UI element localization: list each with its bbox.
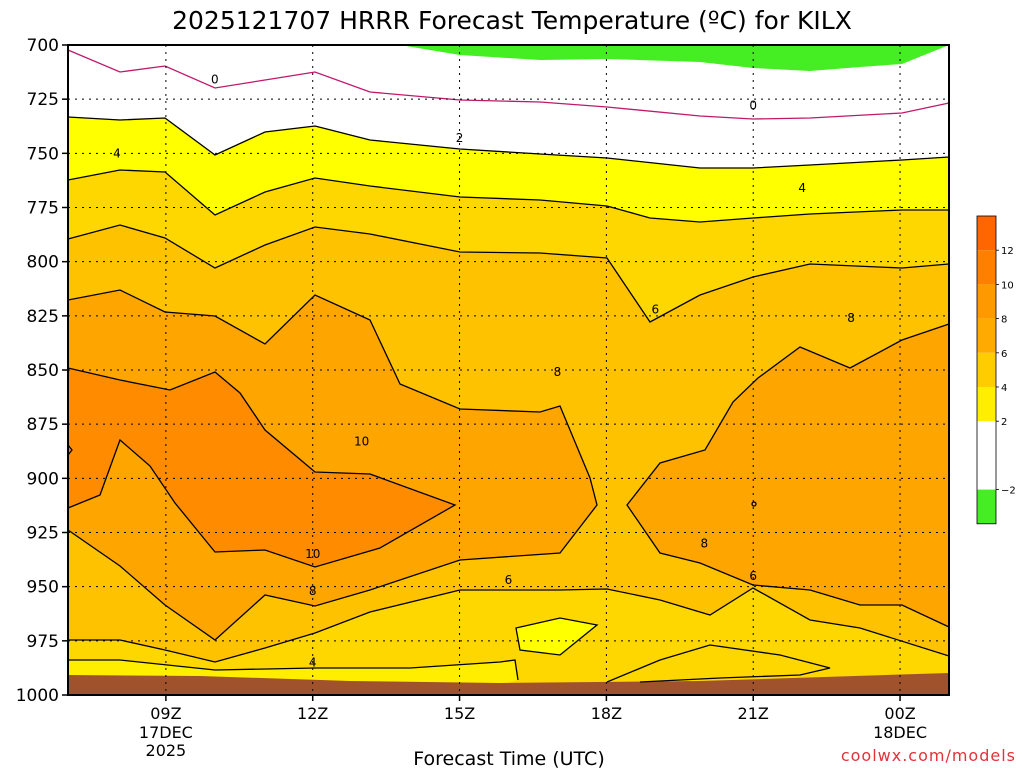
contour-8-small-loop xyxy=(751,501,757,507)
colorbar-bin xyxy=(977,352,996,387)
x-tick-label: 00Z xyxy=(884,704,915,723)
y-tick-label: 950 xyxy=(27,578,59,598)
x-tick-sublabel: 18DEC xyxy=(873,723,927,742)
contour-label: 4 xyxy=(113,146,121,160)
contour-6-pocket xyxy=(515,617,599,656)
contour-10 xyxy=(67,367,457,568)
colorbar-bin xyxy=(977,455,996,490)
colorbar-frame xyxy=(976,215,997,525)
ground-terrain xyxy=(68,673,949,695)
y-tick-label: 750 xyxy=(27,144,59,164)
colorbar-tick-label: 2 xyxy=(1001,417,1007,428)
x-axis-label: Forecast Time (UTC) xyxy=(413,748,604,768)
contour-2 xyxy=(67,116,950,169)
colorbar-bin xyxy=(977,216,996,251)
x-tick-label: 09Z xyxy=(150,704,181,723)
contour-label: 8 xyxy=(700,536,708,550)
contour-8-left xyxy=(67,289,598,641)
colorbar-bin xyxy=(977,387,996,422)
contour-label: 2 xyxy=(456,131,464,145)
contour-label: 6 xyxy=(652,302,660,316)
colorbar-tick-label: 6 xyxy=(1001,349,1007,360)
y-tick-label: 875 xyxy=(27,415,59,435)
colorbar-bin xyxy=(977,421,996,456)
freezing-contour-upper xyxy=(67,49,950,120)
contour-6-upper xyxy=(67,224,950,323)
x-tick-sublabel: 17DEC xyxy=(139,723,193,742)
contour-10-edge xyxy=(67,444,73,456)
y-tick-label: 825 xyxy=(27,307,59,327)
y-tick-label: 925 xyxy=(27,524,59,544)
contour-label: 6 xyxy=(505,573,513,587)
contour-lines xyxy=(67,49,950,683)
x-tick-sublabel: 2025 xyxy=(146,741,187,760)
contour-label: 4 xyxy=(309,656,317,670)
colorbar: 12 10 8 6 4 2 −2 xyxy=(976,215,1016,525)
y-tick-label: 975 xyxy=(27,632,59,652)
y-tick-label: 800 xyxy=(27,253,59,273)
colorbar-tick-label: 10 xyxy=(1001,280,1014,291)
colorbar-bin xyxy=(977,318,996,353)
y-tick-label: 850 xyxy=(27,361,59,381)
plot-area: 0 0 2 4 4 6 8 8 10 10 8 6 8 6 4 xyxy=(67,44,950,696)
contour-8-right xyxy=(626,323,950,628)
y-tick-label: 725 xyxy=(27,90,59,110)
contour-label: 0 xyxy=(211,73,219,87)
contour-4-upper xyxy=(67,169,949,223)
y-axis: 700 725 750 775 800 825 850 875 900 925 950 975 1000 xyxy=(16,36,68,706)
contour-4-lower xyxy=(68,659,519,681)
x-tick-label: 12Z xyxy=(297,704,328,723)
contour-label: 8 xyxy=(847,311,855,325)
contour-label: 8 xyxy=(309,584,317,598)
band-8-to-10-right xyxy=(627,324,949,627)
contour-label: 8 xyxy=(554,365,562,379)
colorbar-bin xyxy=(977,489,996,524)
band-below-freezing xyxy=(400,45,949,71)
colorbar-tick-label: 12 xyxy=(1001,246,1014,257)
contour-6-lower xyxy=(68,587,950,663)
colorbar-tick-label: −2 xyxy=(1001,486,1016,497)
colorbar-tick-label: 8 xyxy=(1001,315,1007,326)
band-10-to-12 xyxy=(68,368,455,567)
y-tick-label: 700 xyxy=(27,36,59,56)
contour-label: 10 xyxy=(354,435,369,449)
y-tick-label: 1000 xyxy=(16,686,59,706)
watermark: coolwx.com/models xyxy=(841,746,1016,765)
band-warm-pocket xyxy=(516,618,597,655)
contour-label: 10 xyxy=(305,547,320,561)
contour-label: 6 xyxy=(749,569,757,583)
y-tick-label: 900 xyxy=(27,469,59,489)
colorbar-tick-label: 4 xyxy=(1001,383,1007,394)
contour-labels: 0 0 2 4 4 6 8 8 10 10 8 6 8 6 4 xyxy=(113,73,855,670)
contour-label: 0 xyxy=(749,99,757,113)
contour-4-right xyxy=(606,644,831,683)
x-tick-label: 21Z xyxy=(738,704,769,723)
y-tick-label: 775 xyxy=(27,199,59,219)
x-tick-label: 18Z xyxy=(591,704,622,723)
chart-title: 2025121707 HRRR Forecast Temperature (ºC… xyxy=(172,6,852,35)
colorbar-bin xyxy=(977,250,996,285)
contour-label: 4 xyxy=(798,181,806,195)
x-tick-label: 15Z xyxy=(444,704,475,723)
colorbar-bin xyxy=(977,284,996,319)
